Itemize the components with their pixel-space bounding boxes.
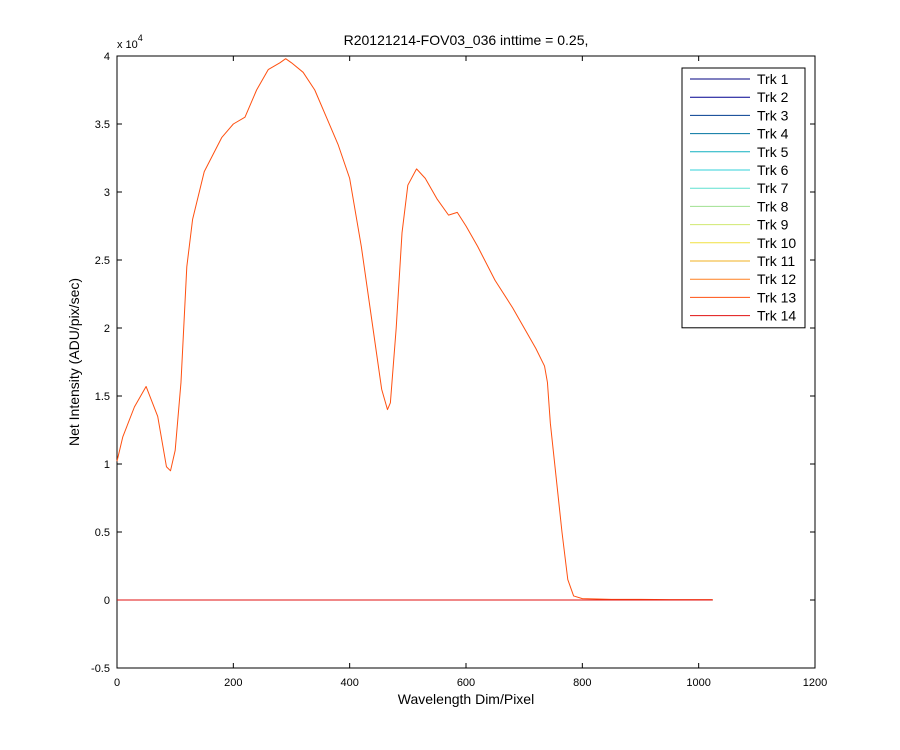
x-tick-label: 800 (573, 677, 591, 689)
legend-entry: Trk 1 (757, 71, 789, 87)
y-axis-label: Net Intensity (ADU/pix/sec) (66, 278, 82, 446)
y-tick-label: 1 (104, 459, 110, 471)
x-tick-label: 400 (340, 677, 358, 689)
legend: Trk 1 Trk 2 Trk 3 Trk 4 Trk 5 Trk 6 Trk 7 Trk 8… (681, 67, 806, 329)
y-tick-label: 1.5 (95, 391, 110, 403)
legend-entry: Trk 2 (757, 89, 789, 105)
x-tick-label: 1000 (686, 677, 710, 689)
legend-entry: Trk 6 (757, 162, 789, 178)
y-tick-label: 0 (104, 595, 110, 607)
y-tick-label: 2.5 (95, 255, 110, 267)
y-multiplier-base: x 10 (117, 39, 138, 51)
series-line-trk-13 (116, 58, 713, 601)
y-tick-label: 2 (104, 323, 110, 335)
legend-entry: Trk 10 (757, 235, 796, 251)
legend-entry: Trk 9 (757, 217, 789, 233)
y-tick-label: 4 (104, 51, 110, 63)
y-tick-label: 3 (104, 187, 110, 199)
legend-entry: Trk 5 (757, 144, 789, 160)
legend-entry: Trk 8 (757, 198, 789, 214)
x-tick-label: 0 (114, 677, 120, 689)
x-tick-label: 600 (457, 677, 475, 689)
legend-entry: Trk 3 (757, 107, 789, 123)
axis-ticks: 0 200 400 600 800 1000 1200 -0.5 0 0.5 1 1.5 2 2.5 3 3.… (91, 51, 827, 689)
x-axis-label: Wavelength Dim/Pixel (398, 691, 534, 707)
x-tick-label: 200 (224, 677, 242, 689)
legend-entry: Trk 12 (757, 271, 796, 287)
y-tick-label: 3.5 (95, 119, 110, 131)
y-multiplier-label: x 104 (117, 33, 143, 51)
legend-entry: Trk 13 (757, 289, 796, 305)
legend-entry: Trk 7 (757, 180, 789, 196)
x-tick-label: 1200 (803, 677, 827, 689)
y-tick-label: -0.5 (91, 663, 110, 675)
y-tick-label: 0.5 (95, 527, 110, 539)
legend-entry: Trk 14 (757, 308, 796, 324)
legend-entry: Trk 4 (757, 126, 789, 142)
chart-title: R20121214-FOV03_036 inttime = 0.25, (344, 32, 589, 48)
series-layer (116, 58, 713, 601)
y-multiplier-exponent: 4 (138, 33, 143, 43)
legend-box (681, 67, 806, 329)
legend-entry: Trk 11 (757, 253, 795, 269)
